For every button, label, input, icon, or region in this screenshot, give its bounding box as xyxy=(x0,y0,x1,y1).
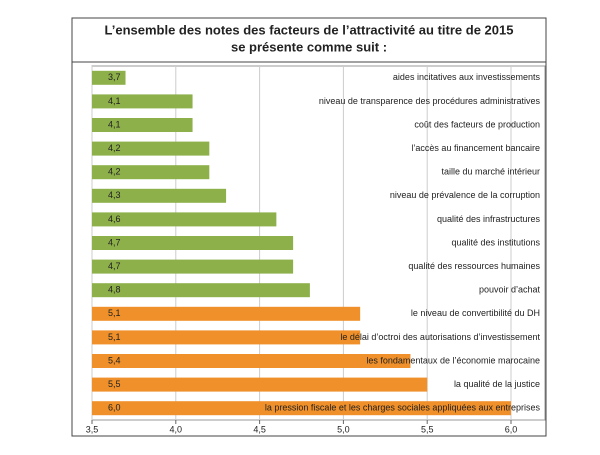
value-label: 5,1 xyxy=(108,308,121,318)
bar xyxy=(92,354,411,368)
bar xyxy=(92,118,193,132)
value-label: 6,0 xyxy=(108,403,121,413)
category-label: la qualité de la justice xyxy=(454,379,540,389)
category-label: le délai d’octroi des autorisations d’in… xyxy=(340,332,540,342)
value-label: 4,2 xyxy=(108,167,121,177)
chart-frame xyxy=(71,17,547,437)
category-label: aides incitatives aux investissements xyxy=(393,72,541,82)
bar xyxy=(92,330,361,345)
value-label: 4,2 xyxy=(108,143,121,153)
value-label: 4,8 xyxy=(108,285,121,295)
x-tick-label: 3,5 xyxy=(86,424,99,434)
value-label: 5,4 xyxy=(108,355,121,365)
value-label: 4,6 xyxy=(108,214,121,224)
category-label: niveau de prévalence de la corruption xyxy=(390,190,540,200)
bar xyxy=(92,70,126,85)
bar xyxy=(92,259,294,274)
category-label: coût des facteurs de production xyxy=(414,119,540,129)
value-label: 4,3 xyxy=(108,190,121,200)
value-label: 5,1 xyxy=(108,332,121,342)
bar xyxy=(92,236,294,250)
x-tick-label: 4,0 xyxy=(170,424,183,434)
x-tick-label: 5,0 xyxy=(337,424,350,434)
category-label: les fondamentaux de l’économie marocaine xyxy=(366,355,540,365)
value-label: 3,7 xyxy=(108,72,121,82)
x-tick-label: 4,5 xyxy=(253,424,266,434)
value-label: 4,1 xyxy=(108,96,121,106)
x-tick-label: 6,0 xyxy=(505,424,518,434)
category-label: niveau de transparence des procédures ad… xyxy=(319,96,541,106)
category-label: la pression fiscale et les charges socia… xyxy=(265,403,541,413)
bar xyxy=(92,94,193,109)
category-label: l’accès au financement bancaire xyxy=(411,143,540,153)
category-label: qualité des infrastructures xyxy=(437,214,541,224)
category-label: pouvoir d’achat xyxy=(479,285,541,295)
category-label: qualité des ressources humaines xyxy=(408,261,540,271)
bar xyxy=(92,306,361,321)
bar xyxy=(92,188,227,203)
value-label: 4,7 xyxy=(108,237,121,247)
chart-title: se présente comme suit : xyxy=(231,39,387,54)
category-label: qualité des institutions xyxy=(451,237,540,247)
bar xyxy=(92,212,277,227)
category-label: taille du marché intérieur xyxy=(441,167,540,177)
value-label: 4,7 xyxy=(108,261,121,271)
bar xyxy=(92,141,210,156)
bar xyxy=(92,377,428,392)
value-label: 5,5 xyxy=(108,379,121,389)
bar xyxy=(92,401,511,416)
bar xyxy=(92,165,210,180)
value-label: 4,1 xyxy=(108,119,121,129)
chart-title: L’ensemble des notes des facteurs de l’a… xyxy=(105,22,514,37)
x-tick-label: 5,5 xyxy=(421,424,434,434)
bar xyxy=(92,283,310,298)
category-label: le niveau de convertibilité du DH xyxy=(411,308,540,318)
